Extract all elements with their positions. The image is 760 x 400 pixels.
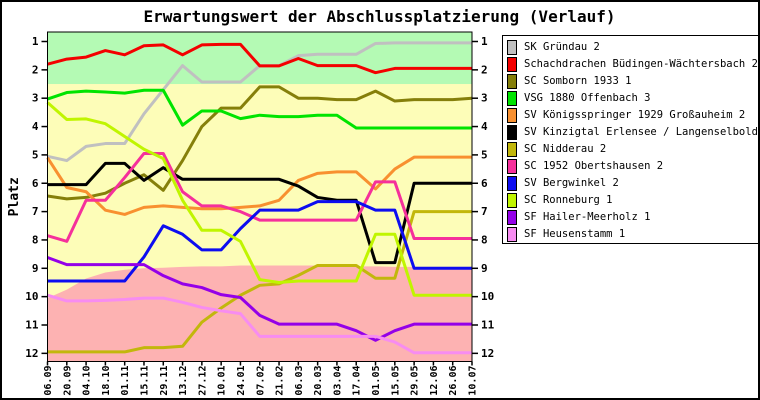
x-tick-label: 26.06 (448, 366, 459, 396)
x-tick-label: 01.05 (371, 366, 382, 396)
y-tick-label-right: 9 (481, 262, 488, 275)
x-tick-label: 12.06 (429, 366, 440, 396)
legend-label: SC Somborn 1933 1 (524, 75, 632, 87)
legend-label: SV Königsspringer 1929 Großauheim 2 (524, 109, 746, 121)
y-tick-label-left: 5 (32, 148, 39, 161)
y-tick-label-left: 1 (32, 35, 39, 48)
y-tick-label-right: 6 (481, 177, 488, 190)
x-tick-label: 15.11 (139, 366, 150, 396)
x-tick-label: 20.09 (62, 366, 73, 396)
x-tick-label: 13.12 (178, 366, 189, 396)
legend-swatch (507, 193, 517, 208)
legend-label: SV Kinzigtal Erlensee / Langenselbold 2 (524, 126, 759, 138)
x-tick-label: 06.03 (294, 366, 305, 396)
y-tick-label-right: 8 (481, 233, 488, 246)
legend-label: SF Heusenstamm 1 (524, 228, 626, 240)
legend-item-5: SV Königsspringer 1929 Großauheim 2 (507, 107, 758, 124)
legend-label: SK Gründau 2 (524, 41, 600, 53)
y-tick-label-right: 7 (481, 205, 488, 218)
x-tick-label: 10.01 (217, 366, 228, 396)
legend-item-2: Schachdrachen Büdingen-Wächtersbach 2 (507, 56, 758, 73)
x-tick-label: 10.07 (468, 366, 479, 396)
series-line-12 (47, 293, 472, 355)
y-tick-label-right: 4 (481, 120, 488, 133)
legend-swatch (507, 57, 517, 72)
legend-item-10: SC Ronneburg 1 (507, 192, 758, 209)
y-tick-label-right: 11 (481, 319, 495, 332)
series-line-10 (46, 101, 472, 297)
chart-title: Erwartungswert der Abschlussplatzierung … (143, 7, 616, 26)
legend-swatch (507, 91, 517, 106)
legend-swatch (507, 40, 517, 55)
legend-swatch (507, 159, 517, 174)
x-tick-label: 01.11 (120, 366, 131, 396)
series-line-9 (47, 200, 472, 283)
legend-label: SC 1952 Obertshausen 2 (524, 160, 664, 172)
x-tick-label: 29.05 (410, 366, 421, 396)
legend-item-7: SC Nidderau 2 (507, 141, 758, 158)
y-tick-label-right: 12 (481, 347, 494, 360)
series-line-2 (47, 42, 472, 75)
legend-swatch (507, 74, 517, 89)
y-tick-label-right: 1 (481, 35, 488, 48)
y-tick-label-right: 10 (481, 290, 494, 303)
band-promotion (47, 32, 472, 85)
series-line-8 (47, 151, 472, 243)
x-tick-label: 21.02 (275, 366, 286, 396)
legend-label: VSG 1880 Offenbach 3 (524, 92, 651, 104)
x-tick-label: 17.04 (352, 366, 363, 396)
series-line-4 (47, 88, 472, 130)
legend-label: SF Hailer-Meerholz 1 (524, 211, 651, 223)
legend-item-4: VSG 1880 Offenbach 3 (507, 90, 758, 107)
legend-swatch (507, 210, 517, 225)
legend-item-1: SK Gründau 2 (507, 39, 758, 56)
y-tick-label-left: 9 (32, 262, 39, 275)
y-tick-label-left: 10 (25, 290, 38, 303)
legend-swatch (507, 142, 517, 157)
y-tick-label-left: 2 (32, 63, 39, 76)
series-line-11 (46, 256, 472, 342)
x-tick-label: 04.10 (82, 366, 93, 396)
y-tick-label-left: 7 (32, 205, 39, 218)
x-tick-label: 20.03 (313, 366, 324, 396)
legend-swatch (507, 176, 517, 191)
x-tick-label: 27.12 (197, 366, 208, 396)
legend-label: SC Nidderau 2 (524, 143, 607, 155)
y-tick-label-left: 6 (32, 177, 39, 190)
legend-label: SC Ronneburg 1 (524, 194, 613, 206)
y-tick-label-right: 3 (481, 92, 488, 105)
y-axis-title: Platz (7, 177, 22, 216)
x-tick-label: 24.01 (236, 366, 247, 396)
legend-item-9: SV Bergwinkel 2 (507, 175, 758, 192)
legend-item-11: SF Hailer-Meerholz 1 (507, 209, 758, 226)
legend-label: Schachdrachen Büdingen-Wächtersbach 2 (524, 58, 758, 70)
legend-swatch (507, 108, 517, 123)
legend-swatch (507, 125, 517, 140)
y-tick-label-right: 2 (481, 63, 488, 76)
y-tick-label-left: 8 (32, 233, 39, 246)
y-tick-label-left: 4 (32, 120, 39, 133)
legend-item-3: SC Somborn 1933 1 (507, 73, 758, 90)
x-tick-label: 18.10 (101, 366, 112, 396)
y-tick-label-left: 12 (25, 347, 38, 360)
x-tick-label: 03.04 (332, 366, 343, 396)
x-tick-label: 07.02 (255, 366, 266, 396)
legend-label: SV Bergwinkel 2 (524, 177, 619, 189)
x-tick-label: 15.05 (390, 366, 401, 396)
y-tick-label-left: 3 (32, 92, 39, 105)
y-tick-label-left: 11 (25, 319, 39, 332)
series-line-6 (47, 161, 472, 265)
legend-swatch (507, 227, 517, 242)
legend-item-12: SF Heusenstamm 1 (507, 226, 758, 243)
series-line-5 (46, 155, 472, 216)
x-tick-label: 06.09 (43, 366, 54, 396)
y-tick-label-right: 5 (481, 148, 488, 161)
legend-item-6: SV Kinzigtal Erlensee / Langenselbold 2 (507, 124, 758, 141)
legend-item-8: SC 1952 Obertshausen 2 (507, 158, 758, 175)
legend: SK Gründau 2 Schachdrachen Büdingen-Wächt… (502, 35, 758, 244)
x-tick-label: 29.11 (159, 366, 170, 396)
